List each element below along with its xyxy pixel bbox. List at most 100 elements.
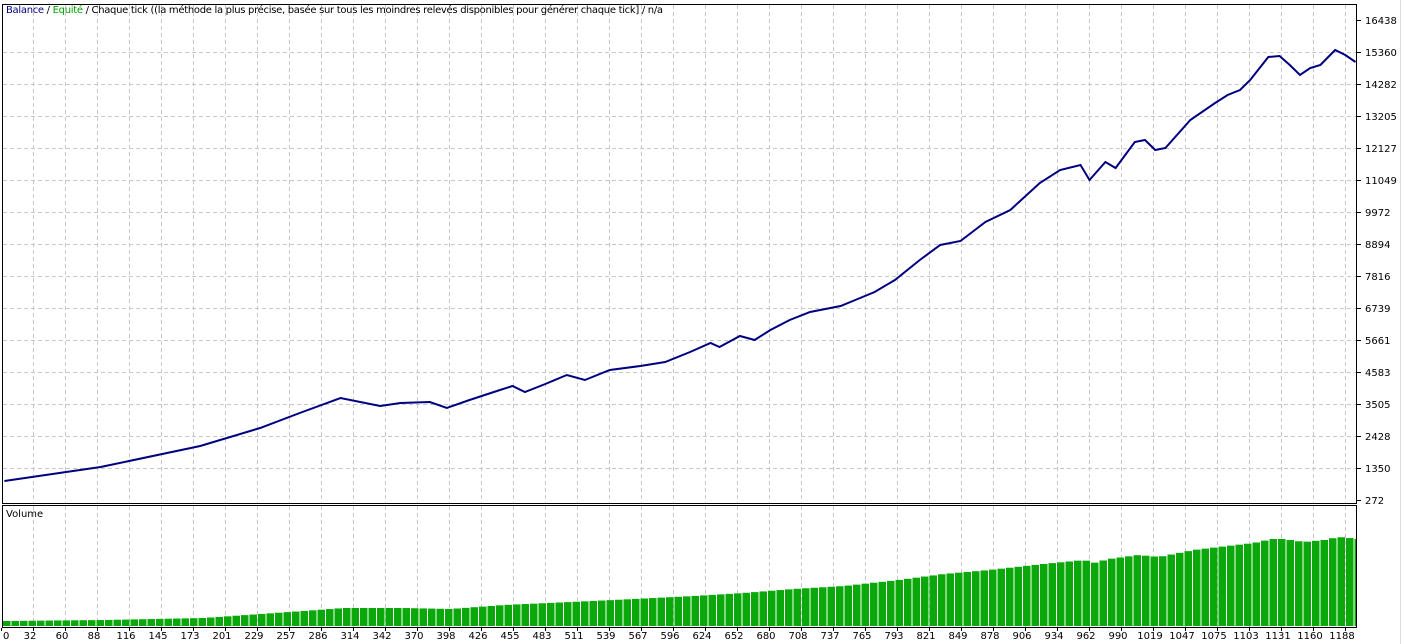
grid-lines xyxy=(3,5,1356,627)
volume-bar xyxy=(343,608,351,626)
volume-bar xyxy=(28,620,36,626)
volume-bar xyxy=(1116,557,1124,626)
y-tick-label: 11049 xyxy=(1365,176,1397,187)
volume-bar xyxy=(759,591,767,626)
volume-bar xyxy=(360,608,368,626)
volume-bar xyxy=(292,611,300,626)
volume-bar xyxy=(521,604,529,626)
volume-bar xyxy=(1023,565,1031,626)
volume-bar xyxy=(1235,544,1243,626)
volume-bar xyxy=(258,613,266,626)
volume-bar xyxy=(997,568,1005,626)
volume-bar xyxy=(504,604,512,626)
volume-bar xyxy=(1193,549,1201,626)
volume-bar xyxy=(776,590,784,626)
volume-bar xyxy=(1261,540,1269,626)
volume-bar xyxy=(1057,562,1065,626)
volume-bar xyxy=(1048,563,1056,626)
x-tick-label: 116 xyxy=(116,631,135,642)
volume-bar xyxy=(122,619,130,626)
volume-bar xyxy=(3,620,11,626)
volume-bar xyxy=(1210,547,1218,626)
volume-bar xyxy=(946,573,954,626)
volume-bar xyxy=(827,586,835,626)
volume-bar xyxy=(1184,551,1192,626)
volume-bar xyxy=(1346,538,1354,626)
chart-legend: Balance / Equité / Chaque tick ((la méth… xyxy=(6,5,663,16)
volume-bar xyxy=(555,602,563,626)
volume-bar xyxy=(411,608,419,626)
volume-bar xyxy=(538,603,546,626)
volume-bar xyxy=(385,608,393,626)
volume-bar xyxy=(1142,555,1150,626)
x-tick-label: 1047 xyxy=(1169,631,1194,642)
volume-bar xyxy=(1320,539,1328,626)
y-tick-label: 5661 xyxy=(1365,336,1390,347)
volume-bar xyxy=(266,613,274,626)
x-tick-label: 1188 xyxy=(1329,631,1354,642)
x-tick-label: 624 xyxy=(692,631,711,642)
volume-bar xyxy=(1286,540,1294,626)
volume-bar xyxy=(530,603,538,626)
volume-bar xyxy=(895,579,903,626)
y-tick-label: 12127 xyxy=(1365,144,1397,155)
main-chart-frame xyxy=(2,4,1357,504)
volume-bar xyxy=(802,588,810,626)
volume-bar xyxy=(887,580,895,626)
x-tick-label: 934 xyxy=(1044,631,1063,642)
x-tick-label: 737 xyxy=(820,631,839,642)
x-tick-label: 1131 xyxy=(1265,631,1290,642)
y-tick-label: 16438 xyxy=(1365,16,1397,27)
volume-bar xyxy=(1337,537,1345,626)
x-tick-label: 60 xyxy=(56,631,69,642)
volume-bar xyxy=(334,608,342,626)
volume-bar xyxy=(436,608,444,626)
volume-bar xyxy=(487,605,495,626)
volume-bar xyxy=(810,587,818,626)
volume-bar xyxy=(190,618,198,626)
volume-bar xyxy=(1014,566,1022,626)
volume-panel xyxy=(3,537,1356,626)
x-tick-label: 511 xyxy=(564,631,583,642)
volume-bar xyxy=(453,608,461,626)
volume-bar xyxy=(742,592,750,626)
volume-bar xyxy=(615,599,623,626)
volume-bar xyxy=(725,593,733,626)
y-tick-label: 14282 xyxy=(1365,80,1397,91)
volume-bar xyxy=(147,619,155,626)
x-tick-label: 145 xyxy=(148,631,167,642)
volume-bar xyxy=(623,599,631,626)
y-tick-label: 13205 xyxy=(1365,112,1397,123)
volume-bar xyxy=(1303,541,1311,626)
x-tick-label: 878 xyxy=(980,631,999,642)
x-tick-label: 398 xyxy=(436,631,455,642)
volume-bar xyxy=(972,571,980,626)
volume-bar xyxy=(1269,539,1277,626)
volume-bar xyxy=(955,572,963,626)
volume-bar xyxy=(1133,555,1141,626)
volume-bar xyxy=(470,607,478,626)
volume-bar xyxy=(173,618,181,626)
volume-bar xyxy=(1091,562,1099,626)
x-tick-label: 229 xyxy=(244,631,263,642)
volume-bar xyxy=(870,582,878,626)
volume-bar xyxy=(130,619,138,626)
x-tick-label: 342 xyxy=(372,631,391,642)
x-tick-label: 370 xyxy=(404,631,423,642)
volume-bar xyxy=(1167,554,1175,626)
x-tick-label: 596 xyxy=(660,631,679,642)
y-tick-label: 7816 xyxy=(1365,272,1390,283)
volume-bar xyxy=(71,620,79,626)
y-axis: 16438 15360 14282 13205 12127 11049 9972 8894 78… xyxy=(1357,16,1397,507)
volume-bar xyxy=(419,608,427,626)
x-tick-label: 201 xyxy=(212,631,231,642)
volume-bar xyxy=(581,601,589,626)
volume-bar xyxy=(598,600,606,626)
volume-bar xyxy=(844,585,852,626)
legend-separator: / xyxy=(43,5,53,16)
volume-bar xyxy=(785,589,793,626)
volume-bar xyxy=(1082,560,1090,626)
volume-bar xyxy=(1125,556,1133,626)
y-tick-label: 9972 xyxy=(1365,208,1390,219)
